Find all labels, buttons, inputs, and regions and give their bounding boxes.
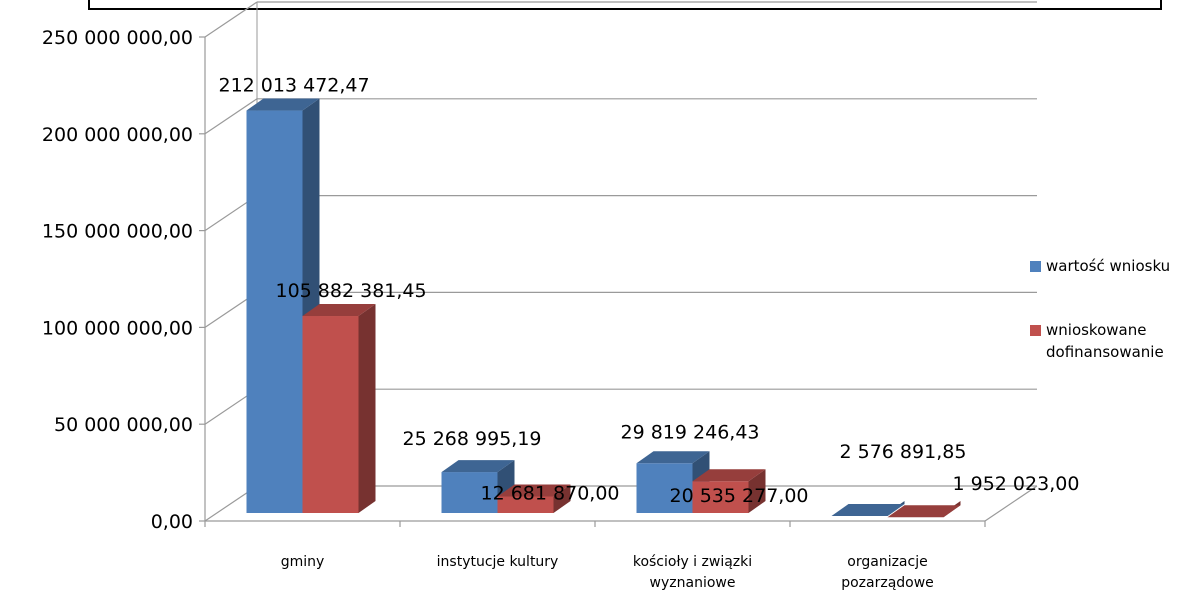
legend-swatch [1030,261,1041,272]
data-label: 212 013 472,47 [219,75,370,97]
gridlines [204,1,1037,522]
x-tick-label-line: wyznaniowe [650,575,736,591]
y-tick-label: 200 000 000,00 [42,124,193,146]
y-tick-label: 50 000 000,00 [54,414,193,436]
legend-label-line: wnioskowane [1046,321,1146,339]
bar-front [302,316,359,513]
data-label: 20 535 277,00 [670,485,809,507]
chart-title-frame [88,0,1162,10]
bar-side [358,304,376,513]
legend-swatch [1030,325,1041,336]
bar [441,460,515,513]
x-axis: gminy instytucje kultury kościoły i związk… [204,521,986,591]
bar-top [497,484,571,497]
y-tick-label: 0,00 [151,511,193,533]
bar [692,469,766,513]
x-tick-label-line: kościoły i związki [633,554,752,570]
x-tick-label-line: instytucje kultury [437,554,559,570]
x-tick-label-line: pozarządowe [841,575,934,591]
bar-front [692,481,749,513]
bar-top [831,504,905,517]
bar-top [887,505,961,518]
bar [636,451,710,513]
legend-item: wnioskowane dofinansowanie [1030,321,1164,361]
legend-label: wnioskowane dofinansowanie [1046,321,1164,361]
y-axis: 0,00 50 000 000,00 100 000 000,00 150 000 0… [42,27,205,533]
bar-front [497,496,554,513]
bar [887,501,961,518]
gridline-side [204,1,258,38]
bars [246,98,961,518]
legend-item: wartość wniosku [1030,257,1170,275]
y-tick-label: 150 000 000,00 [42,221,193,243]
bar-top [636,451,710,464]
x-tick-label: instytucje kultury [437,554,559,570]
bar-top [441,460,515,473]
legend-label-line: dofinansowanie [1046,343,1164,361]
y-tick-label: 250 000 000,00 [42,27,193,49]
x-tick-label-line: organizacje [847,554,927,570]
legend-label: wartość wniosku [1046,257,1170,275]
bar [497,484,571,513]
data-label: 25 268 995,19 [403,428,542,450]
gridline-side [204,98,258,135]
data-labels: 212 013 472,47 105 882 381,45 25 268 995,1… [219,75,1080,508]
y-tick-label: 100 000 000,00 [42,317,193,339]
bar [302,304,376,513]
data-label: 12 681 870,00 [481,482,620,504]
x-tick-label: gminy [281,554,325,570]
bar-front [246,110,303,513]
bar-side [748,469,766,513]
x-tick-label-line: gminy [281,554,325,570]
bar-front [636,463,693,513]
data-label: 105 882 381,45 [276,280,427,302]
data-label: 29 819 246,43 [621,421,760,443]
bar-side [553,484,571,513]
bar-front [441,472,498,513]
bar [831,501,905,517]
x-tick-label: organizacje pozarządowe [841,554,934,591]
bar [246,98,320,513]
legend-label-line: wartość wniosku [1046,257,1170,275]
bar-top [246,98,320,111]
bar-top [302,304,376,317]
x-tick-label: kościoły i związki wyznaniowe [633,554,752,591]
legend: wartość wniosku wnioskowane dofinansowanie [1030,257,1170,361]
data-label: 1 952 023,00 [953,473,1080,495]
bar-top [692,469,766,482]
floor-right-edge [984,485,1038,522]
data-label: 2 576 891,85 [840,441,967,463]
